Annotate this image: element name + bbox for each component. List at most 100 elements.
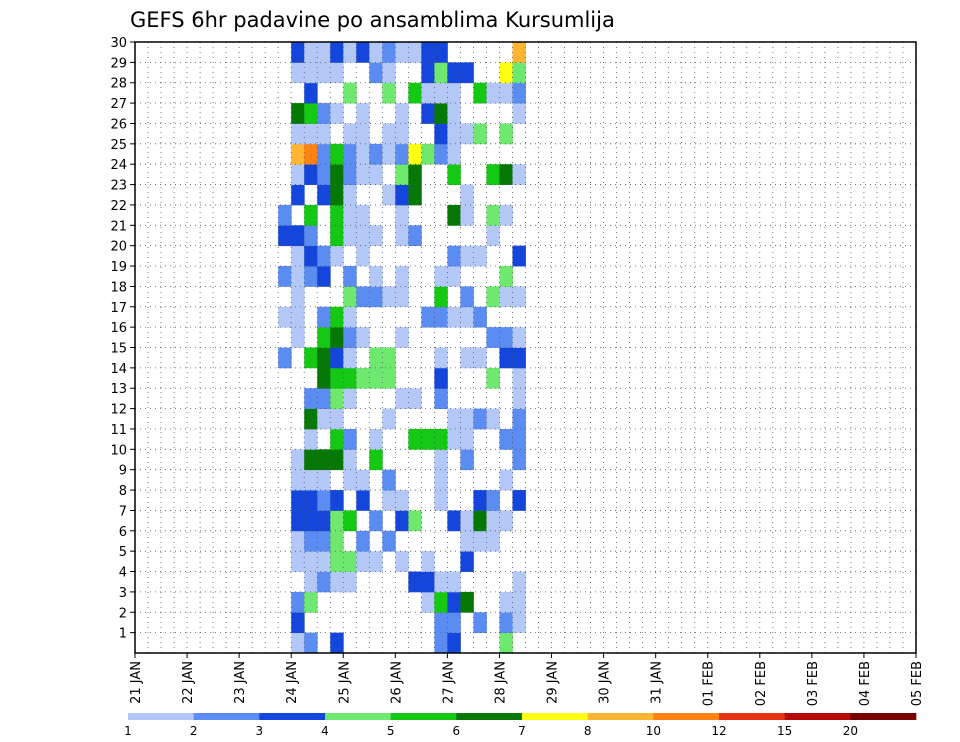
heatmap-cell [434,347,448,369]
colorbar-label: 20 [843,724,858,738]
colorbar-swatch [193,713,260,720]
y-tick-label: 25 [110,138,127,153]
colorbar-label: 7 [518,724,526,738]
heatmap-cell [512,367,526,389]
heatmap-cell [304,347,318,369]
heatmap-cell [499,204,513,226]
heatmap-cell [473,612,487,634]
heatmap-cell [291,612,305,634]
heatmap-cell [408,42,422,63]
heatmap-cell [330,632,344,654]
heatmap-cell [369,347,383,369]
heatmap-cell [460,408,474,430]
heatmap-cell [460,184,474,206]
heatmap-cell [395,184,409,206]
y-tick-label: 7 [119,504,127,519]
heatmap-cell [512,571,526,593]
heatmap-cell [382,530,396,552]
heatmap-cell [421,103,435,124]
y-tick-label: 19 [110,260,127,275]
heatmap-cell [304,632,318,654]
heatmap-cell [356,530,370,552]
y-tick-label: 20 [110,240,127,255]
heatmap-cell [304,245,318,267]
gridlines [134,41,917,653]
heatmap-cell [447,143,461,165]
heatmap-cell [369,42,383,63]
heatmap-cell [369,551,383,572]
heatmap-cell [499,62,513,84]
heatmap-cell [382,469,396,491]
heatmap-cell [499,591,513,613]
heatmap-cell [447,591,461,613]
heatmap-cell [317,367,331,389]
heatmap-cell [343,143,357,165]
heatmap-cell [330,245,344,267]
heatmap-cell [278,225,292,247]
heatmap-cell [343,327,357,348]
heatmap-cell [382,143,396,165]
heatmap-cell [434,428,448,450]
heatmap-cell [486,490,500,511]
heatmap-cell [317,571,331,593]
heatmap-cell [317,42,331,63]
heatmap-cell [486,82,500,104]
heatmap-cell [304,551,318,572]
colorbar-swatch [522,713,588,720]
x-tick-label: 29 JAN [546,661,561,704]
heatmap-cell [395,388,409,409]
heatmap-cell [304,123,318,145]
heatmap-cell [291,306,305,328]
heatmap-cell [447,204,461,226]
heatmap-cell [343,347,357,369]
x-tick-label: 26 JAN [389,661,404,704]
y-tick-label: 26 [110,117,127,132]
colorbar-swatch [784,713,851,720]
heatmap-cell [304,490,318,511]
heatmap-cell [499,428,513,450]
heatmap-cell [473,82,487,104]
heatmap-cell [369,143,383,165]
heatmap-cell [486,510,500,532]
heatmap-cell [486,286,500,308]
heatmap-cell [356,123,370,145]
x-tick-label: 03 FEB [806,661,821,706]
y-tick-label: 23 [110,179,127,194]
heatmap-cell [291,327,305,348]
colorbar-swatch [653,713,720,720]
heatmap-cell [317,347,331,369]
heatmap-cell [434,143,448,165]
heatmap-cell [486,367,500,389]
heatmap-cell [447,571,461,593]
heatmap-cell [460,204,474,226]
heatmap-cell [317,530,331,552]
heatmap-cell [395,266,409,287]
heatmap-cell [369,367,383,389]
heatmap-cell [434,103,448,124]
heatmap-cell [330,551,344,572]
heatmap-cell [317,266,331,287]
colorbar-swatch [456,713,523,720]
heatmap-cell [382,408,396,430]
heatmap-cell [343,469,357,491]
colorbar-swatch [850,713,917,720]
heatmap-cell [291,123,305,145]
heatmap-cell [291,184,305,206]
heatmap-cell [304,225,318,247]
heatmap-cell [343,367,357,389]
x-tick-label: 31 JAN [650,661,665,704]
heatmap-cell [356,367,370,389]
x-tick-label: 22 JAN [181,661,196,704]
heatmap-cell [369,164,383,185]
heatmap-cell [382,286,396,308]
heatmap-cell [304,204,318,226]
y-tick-label: 13 [110,382,127,397]
heatmap-cell [408,164,422,185]
heatmap-cell [356,490,370,511]
heatmap-cell [343,449,357,471]
heatmap-cell [473,347,487,369]
heatmap-cell [343,428,357,450]
heatmap-cell [473,530,487,552]
heatmap-cell [434,571,448,593]
heatmap-cell [434,591,448,613]
